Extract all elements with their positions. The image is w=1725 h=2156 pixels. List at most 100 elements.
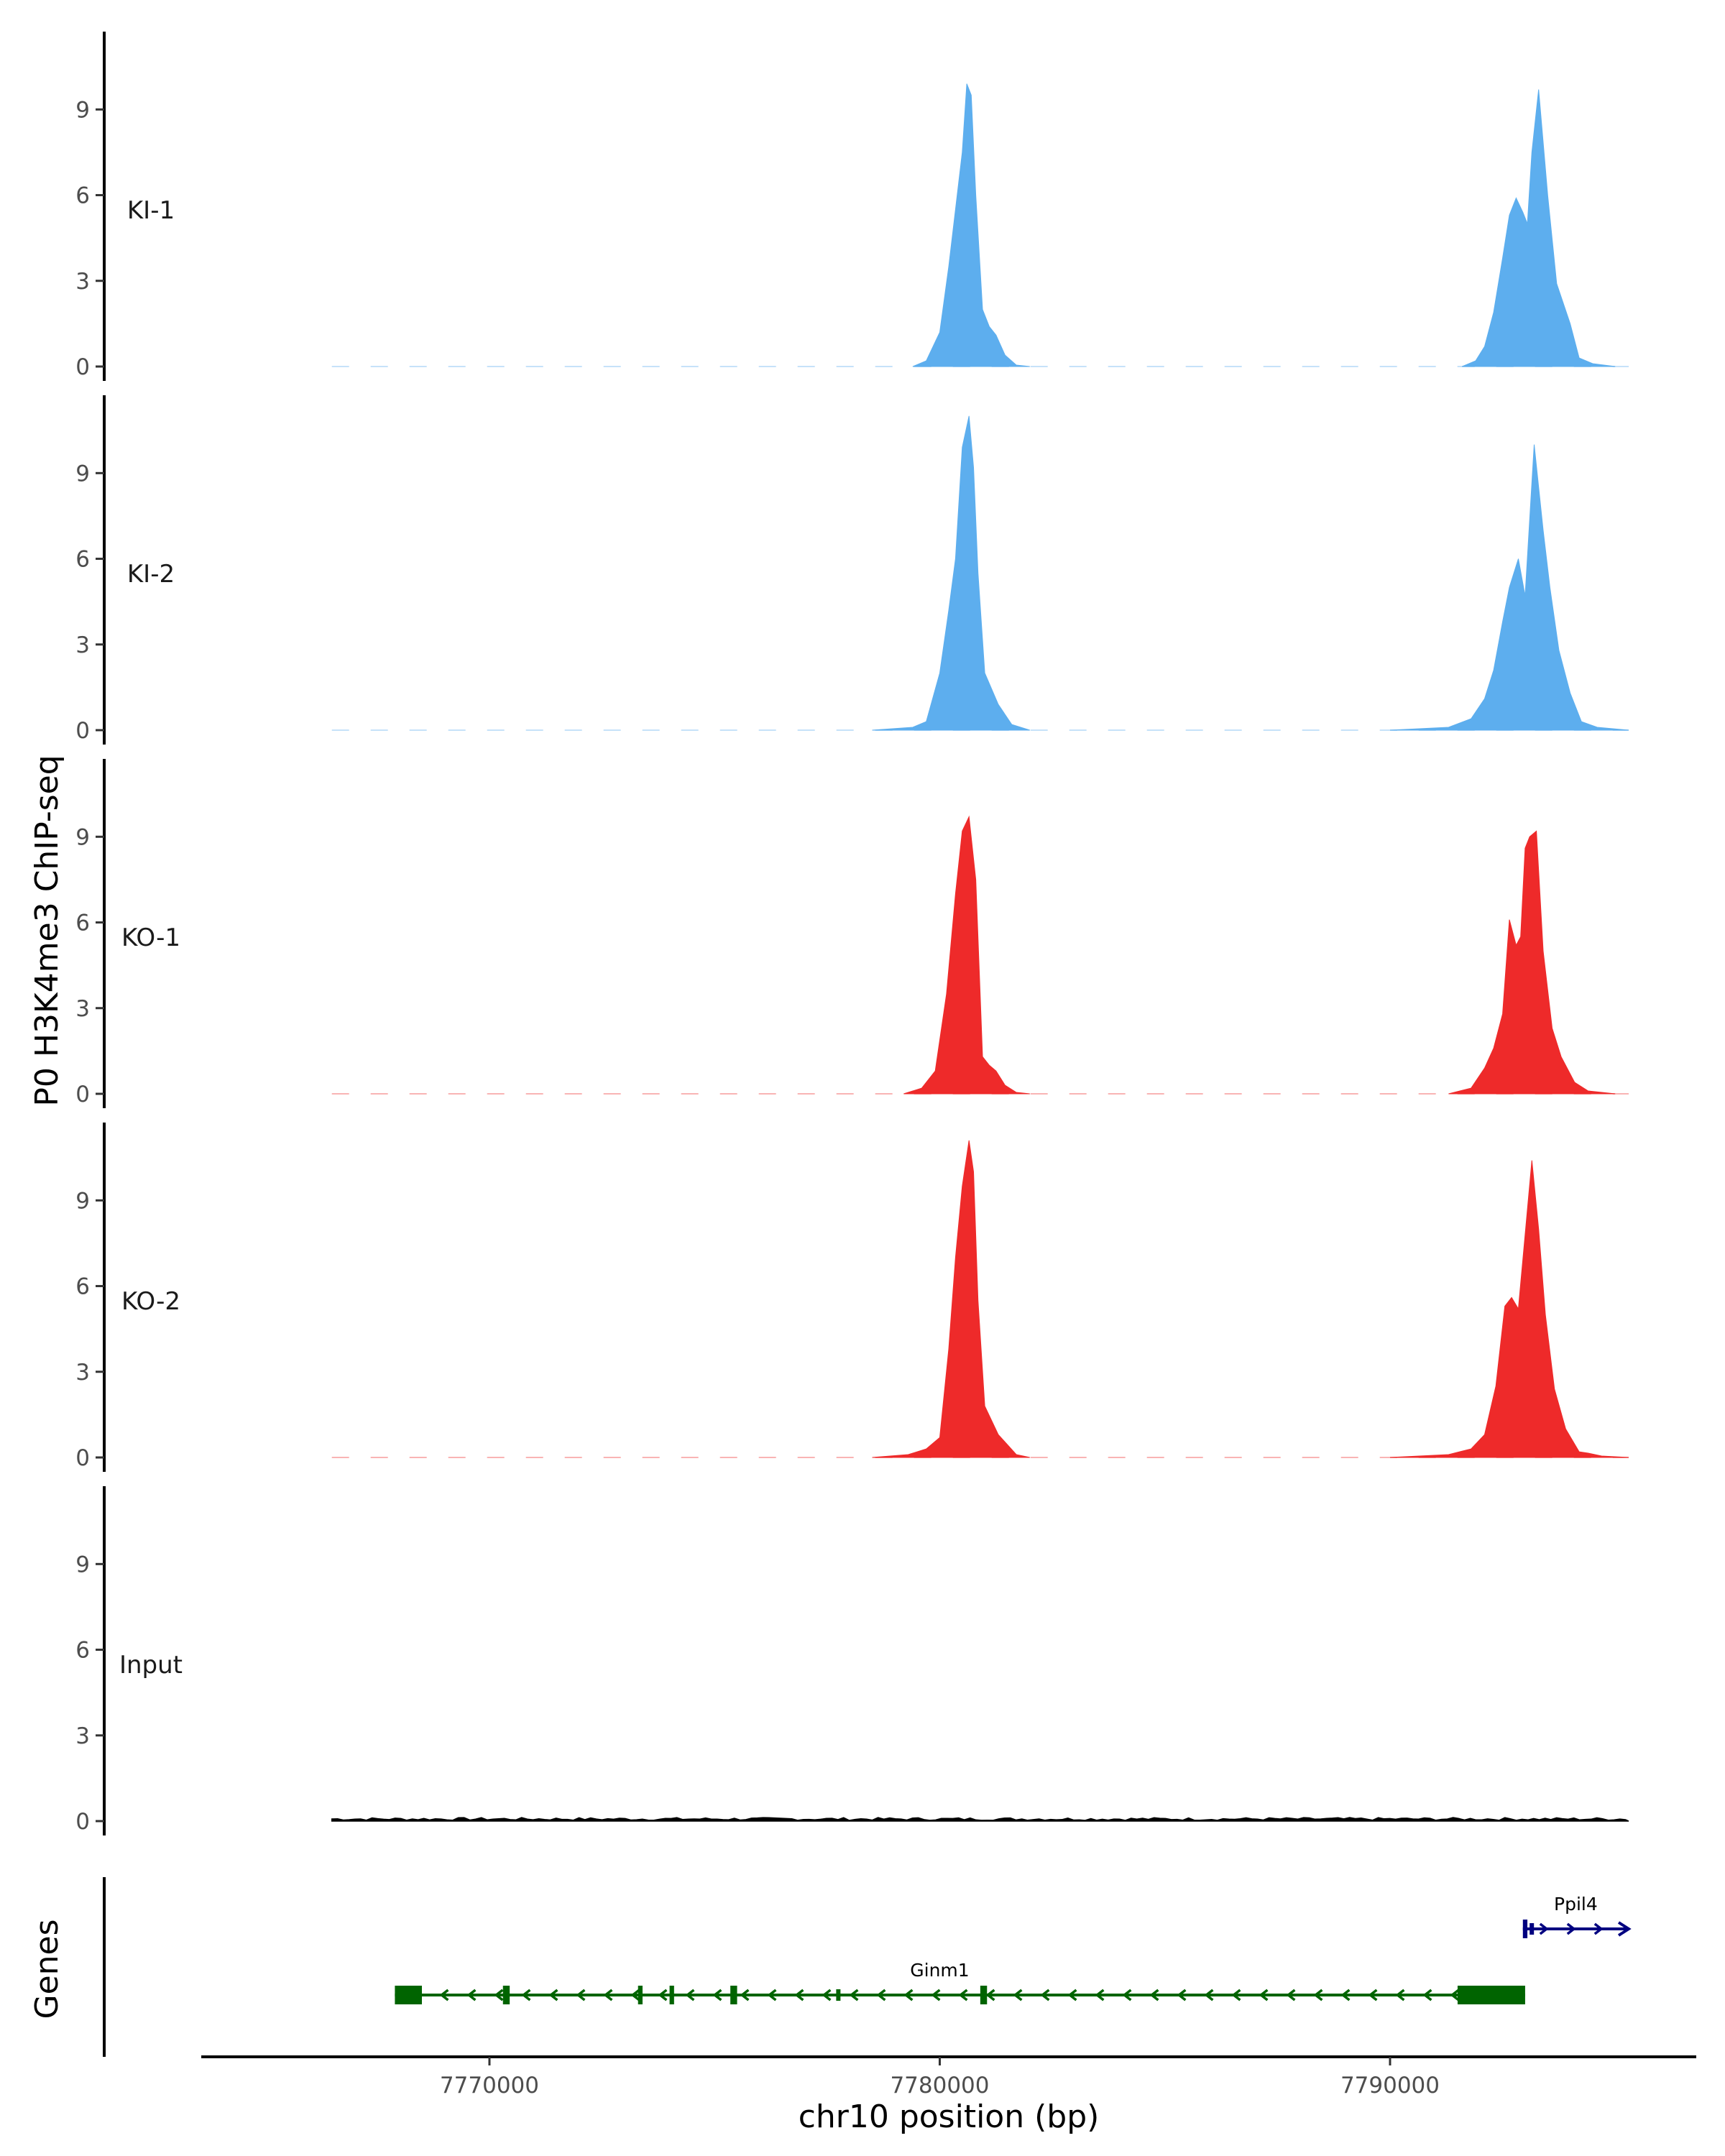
strand-arrow	[958, 1989, 968, 2001]
y-tick-label: 6	[75, 1638, 90, 1664]
strand-arrow	[1040, 1989, 1050, 2001]
gene-exon	[1522, 1920, 1528, 1938]
gene-name-label: Ginm1	[910, 1960, 969, 1981]
strand-arrow	[1313, 1989, 1323, 2001]
gene-exon	[502, 1986, 510, 2004]
strand-arrow	[548, 1989, 558, 2001]
y-tick-label: 0	[75, 1445, 90, 1471]
genes-layer: Ginm1 Ppil4	[103, 1877, 1632, 2057]
strand-arrow	[1204, 1989, 1214, 2001]
y-tick-label: 3	[75, 1360, 90, 1386]
strand-arrow	[1122, 1989, 1132, 2001]
strand-arrow	[1231, 1989, 1241, 2001]
strand-arrow	[466, 1989, 477, 2001]
track-label: KI-2	[127, 560, 175, 589]
input-signal	[331, 1817, 1629, 1822]
strand-arrow	[1450, 1989, 1460, 2001]
peak-2	[1389, 444, 1629, 731]
strand-arrow	[794, 1989, 804, 2001]
y-tick-label: 6	[75, 547, 90, 573]
strand-arrow	[931, 1989, 941, 2001]
gene-ppil4: Ppil4	[1522, 1894, 1632, 1938]
strand-arrow	[1539, 1922, 1549, 1935]
y-tick-label: 0	[75, 1082, 90, 1107]
x-tick-label: 7790000	[1340, 2073, 1440, 2099]
y-tick-label: 6	[75, 183, 90, 209]
strand-arrow	[658, 1989, 668, 2001]
y-tick-label: 0	[75, 718, 90, 744]
track-label: Input	[119, 1651, 183, 1680]
strand-arrow	[439, 1989, 449, 2001]
x-tick-label: 7780000	[890, 2073, 989, 2099]
y-tick-label: 3	[75, 996, 90, 1022]
x-axis-title: chr10 position (bp)	[799, 2099, 1100, 2135]
gene-exon	[638, 1986, 643, 2004]
track-label: KO-1	[121, 923, 180, 952]
peak-1	[872, 415, 1030, 731]
strand-arrow	[740, 1989, 750, 2001]
y-tick-label: 3	[75, 269, 90, 295]
peak-1	[903, 815, 1030, 1095]
strand-arrow	[1395, 1989, 1405, 2001]
strand-arrow	[1286, 1989, 1296, 2001]
peak-1	[872, 1140, 1030, 1458]
y-tick-label: 9	[75, 97, 90, 123]
strand-arrow	[1566, 1922, 1576, 1935]
strand-arrow	[576, 1989, 586, 2001]
y-tick-label: 9	[75, 824, 90, 850]
strand-arrow	[1617, 1921, 1632, 1937]
track-label: KI-1	[127, 196, 175, 225]
y-tick-label: 6	[75, 1274, 90, 1300]
gene-exon	[730, 1986, 737, 2004]
y-axis-title: P0 H3K4me3 ChIP-seq	[29, 755, 65, 1106]
strand-arrow	[1593, 1922, 1604, 1935]
strand-arrow	[1013, 1989, 1023, 2001]
strand-arrow	[494, 1989, 504, 2001]
strand-arrow	[822, 1989, 832, 2001]
gene-name-label: Ppil4	[1554, 1894, 1598, 1915]
genes-axis-title: Genes	[29, 1919, 65, 2019]
gene-exon	[836, 1989, 841, 2001]
strand-arrow	[1259, 1989, 1269, 2001]
y-tick-label: 0	[75, 1809, 90, 1835]
strand-arrow	[1095, 1989, 1105, 2001]
track-ko-2: 0 3 6 9 KO-2	[75, 1123, 1629, 1472]
gene-exon	[1530, 1923, 1535, 1935]
gene-ginm1: Ginm1	[395, 1960, 1525, 2004]
strand-arrow	[630, 1989, 640, 2001]
gene-exon	[669, 1986, 674, 2004]
strand-arrow	[876, 1989, 886, 2001]
x-axis: 7770000 7780000 7790000	[201, 2055, 1696, 2099]
gene-exon	[1457, 1986, 1525, 2004]
strand-arrow	[1067, 1989, 1077, 2001]
peak-1	[912, 83, 1030, 367]
strand-arrow	[849, 1989, 859, 2001]
tracks-layer: 0 3 6 9 KI-1 0 3 6 9 KI-2 0 3 6 9 KO-1 0 3 6 9 KO-2 0 3 6 9 Inpu…	[75, 32, 1629, 1835]
strand-arrow	[903, 1989, 914, 2001]
y-tick-label: 3	[75, 632, 90, 658]
strand-arrow	[1422, 1989, 1432, 2001]
strand-arrow	[1340, 1989, 1351, 2001]
strand-arrow	[1368, 1989, 1378, 2001]
strand-arrow	[1149, 1989, 1159, 2001]
strand-arrow	[767, 1989, 777, 2001]
y-tick-label: 3	[75, 1723, 90, 1749]
gene-exon	[980, 1986, 988, 2004]
y-tick-label: 6	[75, 911, 90, 936]
strand-arrow	[521, 1989, 531, 2001]
peak-2	[1462, 89, 1616, 367]
strand-arrow	[1177, 1989, 1187, 2001]
strand-arrow	[712, 1989, 722, 2001]
track-label: KO-2	[121, 1287, 180, 1316]
y-tick-label: 9	[75, 1188, 90, 1214]
strand-arrow	[685, 1989, 695, 2001]
peak-2	[1448, 830, 1616, 1095]
track-ko-1: 0 3 6 9 KO-1	[75, 759, 1629, 1108]
gene-exon	[395, 1986, 422, 2004]
y-tick-label: 9	[75, 1552, 90, 1577]
strand-arrow	[985, 1989, 995, 2001]
y-tick-label: 9	[75, 461, 90, 487]
track-ki-2: 0 3 6 9 KI-2	[75, 395, 1629, 745]
x-tick-label: 7770000	[440, 2073, 539, 2099]
